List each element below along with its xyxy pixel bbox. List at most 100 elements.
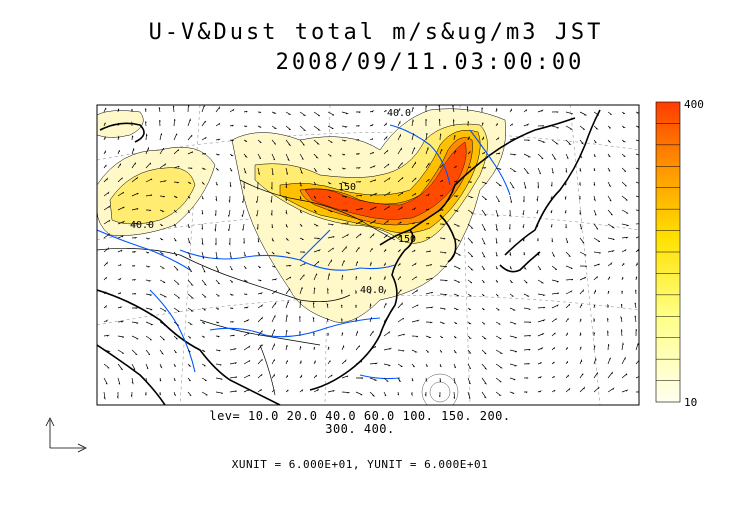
wind-arrow xyxy=(187,307,194,312)
wind-arrow xyxy=(383,149,389,155)
wind-arrow xyxy=(313,167,318,173)
wind-arrow xyxy=(173,237,177,242)
wind-arrow xyxy=(439,194,444,197)
wind-arrow xyxy=(255,195,259,203)
wind-arrow xyxy=(509,108,512,113)
wind-arrow xyxy=(509,209,511,217)
wind-arrow xyxy=(481,167,487,169)
wind-arrow xyxy=(327,389,336,393)
wind-arrow xyxy=(145,223,151,226)
wind-arrow xyxy=(481,152,486,155)
wind-arrow xyxy=(131,237,138,239)
wind-arrow xyxy=(467,265,474,271)
wind-arrow xyxy=(564,181,567,186)
wind-arrow xyxy=(383,219,389,225)
wind-arrow xyxy=(229,251,232,259)
wind-arrow xyxy=(495,123,498,127)
wind-arrow xyxy=(536,223,539,228)
wind-arrow xyxy=(397,391,400,396)
wind-arrow xyxy=(257,237,260,243)
wind-arrow xyxy=(621,167,627,172)
wind-arrow xyxy=(201,391,208,396)
wind-arrow xyxy=(227,209,231,217)
wind-arrow xyxy=(131,176,139,183)
wind-arrow xyxy=(117,177,123,183)
wind-arrow xyxy=(397,221,402,225)
wind-arrow xyxy=(285,111,292,115)
wind-arrow xyxy=(313,287,316,295)
wind-arrow xyxy=(551,251,556,258)
wind-arrow xyxy=(621,139,627,143)
wind-arrow xyxy=(607,237,615,241)
wind-arrow xyxy=(537,153,544,160)
wind-arrow xyxy=(635,153,639,156)
rivers xyxy=(97,124,511,380)
wind-arrow xyxy=(397,120,401,127)
wind-arrow xyxy=(242,223,245,231)
wind-arrow xyxy=(369,151,374,155)
wind-arrow xyxy=(551,139,559,145)
wind-arrow xyxy=(201,265,206,273)
wind-arrow xyxy=(159,307,167,312)
wind-arrow xyxy=(299,139,305,146)
wind-arrow xyxy=(495,265,498,270)
wind-arrow xyxy=(467,293,472,297)
wind-arrow xyxy=(117,220,126,225)
wind-arrow xyxy=(593,331,596,336)
wind-arrow xyxy=(551,237,553,243)
wind-arrow xyxy=(439,335,444,339)
wind-arrow xyxy=(369,276,372,281)
wind-arrow xyxy=(313,273,318,281)
wind-arrow xyxy=(467,321,472,325)
wind-arrow xyxy=(117,377,121,385)
wind-arrow xyxy=(425,335,432,339)
wind-arrow xyxy=(159,335,165,341)
wind-arrow xyxy=(117,264,122,267)
wind-arrow xyxy=(131,278,137,281)
wind-arrow xyxy=(145,321,154,326)
wind-arrow xyxy=(229,376,238,379)
wind-arrow xyxy=(131,307,139,309)
wind-arrow xyxy=(481,251,486,258)
wind-arrow xyxy=(593,251,601,254)
wind-arrow xyxy=(201,195,204,200)
wind-arrow xyxy=(453,180,458,183)
wind-arrow xyxy=(523,123,530,127)
wind-arrow xyxy=(271,153,276,161)
wind-arrow xyxy=(565,387,571,393)
wind-arrow xyxy=(369,206,377,211)
wind-arrow xyxy=(467,181,472,184)
wind-arrow xyxy=(439,148,443,155)
wind-arrow xyxy=(495,251,498,257)
wind-arrow xyxy=(312,316,315,323)
wind-arrow xyxy=(103,261,108,267)
wind-arrow xyxy=(271,237,275,242)
wind-arrow xyxy=(159,349,165,355)
wind-arrow xyxy=(369,261,372,267)
wind-arrow xyxy=(341,195,348,198)
wind-arrow xyxy=(243,306,249,309)
wind-arrow xyxy=(481,195,487,201)
wind-arrow xyxy=(341,317,343,323)
wind-arrow xyxy=(551,265,558,271)
wind-arrow xyxy=(131,135,134,141)
contour-label: 150 xyxy=(398,234,416,245)
wind-arrow xyxy=(271,111,277,114)
wind-arrow xyxy=(173,119,176,127)
wind-arrow xyxy=(369,165,376,169)
wind-arrow xyxy=(523,251,525,256)
wind-arrow xyxy=(397,206,404,211)
wind-arrow xyxy=(341,332,344,337)
wind-arrow xyxy=(593,111,599,116)
wind-arrow xyxy=(103,205,111,211)
wind-arrow xyxy=(355,318,358,323)
wind-arrow xyxy=(551,361,555,365)
map-frame xyxy=(96,104,640,406)
wind-arrow xyxy=(536,237,539,242)
wind-arrow xyxy=(299,300,302,309)
wind-arrow xyxy=(425,277,433,281)
wind-arrow xyxy=(159,195,165,198)
wind-arrow xyxy=(425,377,428,383)
wind-arrow xyxy=(369,362,379,365)
chart-title: U-V&Dust total m/s&ug/m3 JST xyxy=(148,20,604,45)
